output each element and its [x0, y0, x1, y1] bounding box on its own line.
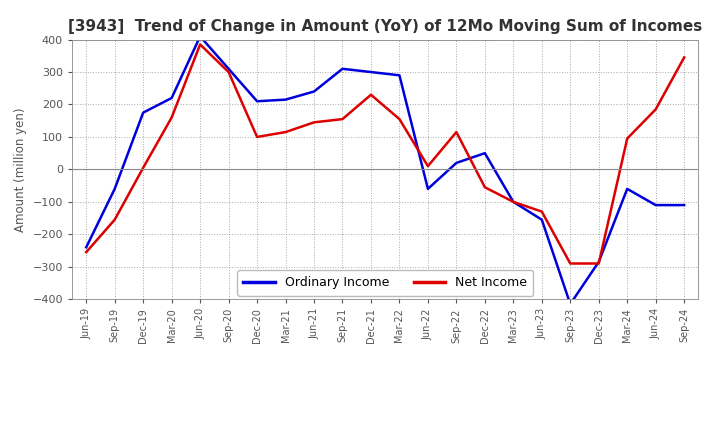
Net Income: [167, 115, 176, 120]
Line: Ordinary Income: Ordinary Income: [86, 37, 684, 304]
Ordinary Income: [680, 202, 688, 208]
Ordinary Income: [366, 70, 375, 75]
Net Income: [253, 134, 261, 139]
Net Income: [395, 117, 404, 122]
Ordinary Income: [167, 95, 176, 101]
Line: Net Income: Net Income: [86, 44, 684, 264]
Ordinary Income: [537, 217, 546, 222]
Ordinary Income: [652, 202, 660, 208]
Net Income: [652, 107, 660, 112]
Ordinary Income: [253, 99, 261, 104]
Ordinary Income: [196, 34, 204, 39]
Ordinary Income: [282, 97, 290, 102]
Ordinary Income: [452, 160, 461, 165]
Net Income: [566, 261, 575, 266]
Ordinary Income: [566, 301, 575, 307]
Legend: Ordinary Income, Net Income: Ordinary Income, Net Income: [237, 270, 534, 296]
Net Income: [680, 55, 688, 60]
Ordinary Income: [509, 199, 518, 205]
Net Income: [110, 217, 119, 222]
Net Income: [452, 129, 461, 135]
Net Income: [366, 92, 375, 97]
Net Income: [595, 261, 603, 266]
Net Income: [537, 209, 546, 214]
Net Income: [480, 185, 489, 190]
Title: [3943]  Trend of Change in Amount (YoY) of 12Mo Moving Sum of Incomes: [3943] Trend of Change in Amount (YoY) o…: [68, 19, 702, 34]
Ordinary Income: [225, 66, 233, 71]
Net Income: [509, 199, 518, 205]
Net Income: [423, 164, 432, 169]
Net Income: [82, 249, 91, 255]
Ordinary Income: [423, 186, 432, 191]
Ordinary Income: [139, 110, 148, 115]
Ordinary Income: [480, 150, 489, 156]
Ordinary Income: [395, 73, 404, 78]
Ordinary Income: [110, 186, 119, 191]
Net Income: [338, 117, 347, 122]
Ordinary Income: [623, 186, 631, 191]
Net Income: [310, 120, 318, 125]
Net Income: [196, 42, 204, 47]
Net Income: [225, 70, 233, 75]
Ordinary Income: [310, 89, 318, 94]
Net Income: [282, 129, 290, 135]
Ordinary Income: [82, 245, 91, 250]
Y-axis label: Amount (million yen): Amount (million yen): [14, 107, 27, 231]
Net Income: [139, 165, 148, 170]
Net Income: [623, 136, 631, 141]
Ordinary Income: [338, 66, 347, 71]
Ordinary Income: [595, 259, 603, 264]
